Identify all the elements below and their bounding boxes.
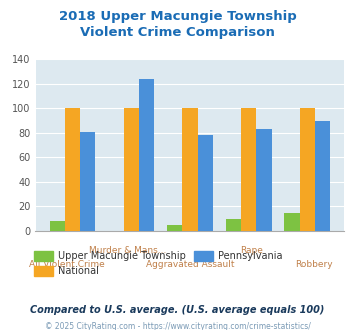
Text: Murder & Mans...: Murder & Mans... <box>89 246 167 255</box>
Bar <box>182 109 198 231</box>
Bar <box>124 109 139 231</box>
Text: © 2025 CityRating.com - https://www.cityrating.com/crime-statistics/: © 2025 CityRating.com - https://www.city… <box>45 322 310 330</box>
Bar <box>300 109 315 231</box>
Bar <box>315 121 330 231</box>
Text: All Violent Crime: All Violent Crime <box>28 260 104 269</box>
Bar <box>241 109 256 231</box>
Bar <box>198 135 213 231</box>
Legend: Upper Macungie Township, National, Pennsylvania: Upper Macungie Township, National, Penns… <box>30 248 286 280</box>
Bar <box>139 79 154 231</box>
Bar <box>50 221 65 231</box>
Text: Compared to U.S. average. (U.S. average equals 100): Compared to U.S. average. (U.S. average … <box>30 305 325 315</box>
Bar <box>284 213 300 231</box>
Bar <box>80 132 95 231</box>
Bar <box>167 225 182 231</box>
Text: Rape: Rape <box>240 246 263 255</box>
Bar <box>256 129 272 231</box>
Bar <box>226 219 241 231</box>
Bar <box>65 109 80 231</box>
Text: Robbery: Robbery <box>295 260 332 269</box>
Text: 2018 Upper Macungie Township
Violent Crime Comparison: 2018 Upper Macungie Township Violent Cri… <box>59 10 296 39</box>
Text: Aggravated Assault: Aggravated Assault <box>146 260 234 269</box>
